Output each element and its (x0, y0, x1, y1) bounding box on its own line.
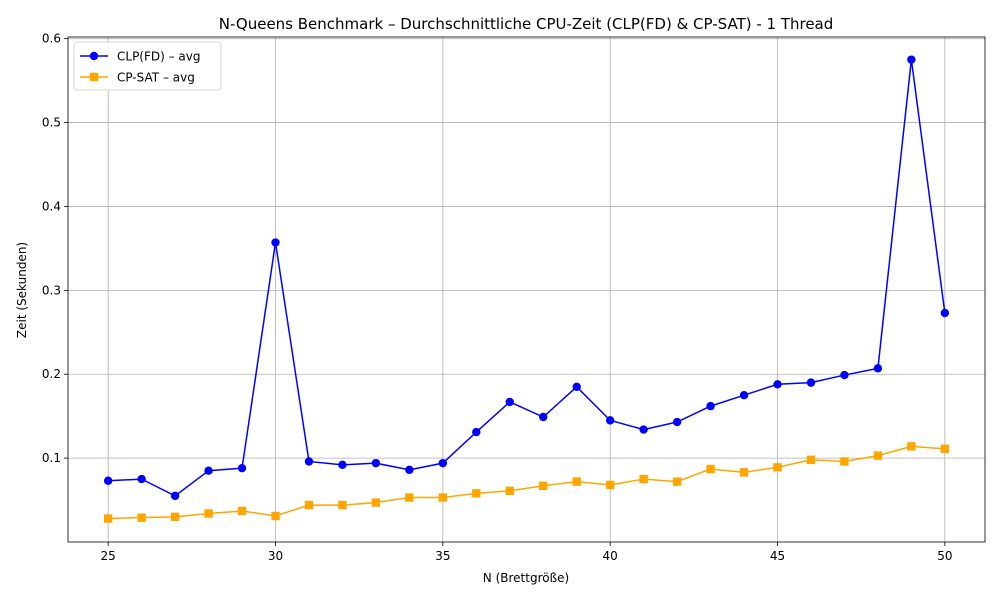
legend-marker-0 (89, 51, 99, 61)
plot-area-frame (67, 36, 986, 543)
data-point-1 (940, 444, 950, 454)
data-point-1 (438, 493, 448, 502)
legend-label-0: CLP(FD) – avg (117, 50, 201, 64)
y-tick-label: 0.3 (42, 283, 61, 297)
data-point-0 (371, 458, 381, 468)
data-point-0 (572, 382, 581, 392)
data-point-1 (773, 463, 782, 472)
data-point-1 (505, 486, 514, 496)
y-tick-label: 0.4 (42, 199, 61, 213)
data-point-1 (304, 500, 314, 510)
data-point-1 (271, 511, 280, 521)
data-point-0 (137, 474, 146, 484)
data-point-0 (706, 401, 715, 411)
data-point-1 (605, 480, 615, 490)
data-point-1 (170, 512, 180, 522)
grid (68, 37, 985, 542)
series (103, 55, 950, 523)
data-point-0 (940, 308, 950, 318)
y-tick-label: 0.2 (42, 367, 61, 381)
x-tick-label: 35 (435, 549, 450, 563)
y-tick-label: 0.1 (42, 451, 61, 465)
data-point-0 (237, 463, 247, 473)
data-point-0 (605, 416, 615, 425)
data-point-0 (271, 238, 280, 247)
data-point-1 (639, 474, 648, 484)
data-point-1 (572, 477, 581, 486)
ticks: 25 30 35 40 45 50 0.1 0.2 0.3 0.4 0.5 0.6 (42, 32, 953, 563)
data-point-1 (539, 481, 548, 490)
data-point-0 (672, 417, 682, 427)
data-point-1 (873, 451, 883, 460)
data-point-1 (137, 513, 146, 522)
data-point-0 (873, 364, 883, 373)
data-point-1 (706, 464, 715, 474)
data-point-1 (103, 514, 113, 523)
legend-label-1: CP-SAT – avg (117, 71, 195, 85)
data-point-0 (739, 390, 749, 400)
data-point-1 (672, 477, 682, 486)
data-point-0 (773, 380, 782, 389)
data-point-1 (907, 442, 916, 451)
data-point-0 (304, 457, 314, 466)
series-line-1 (108, 445, 945, 520)
x-axis-title: N (Brettgröße) (483, 571, 569, 585)
data-point-0 (505, 397, 514, 407)
data-point-1 (204, 509, 213, 518)
legend-marker-1 (89, 72, 99, 82)
data-point-1 (739, 468, 749, 477)
data-point-0 (438, 458, 448, 468)
legend: CLP(FD) – avg CP-SAT – avg (73, 41, 222, 91)
data-point-1 (237, 506, 247, 516)
data-point-0 (103, 476, 113, 485)
legend-box (73, 41, 222, 91)
data-point-1 (371, 498, 381, 507)
data-point-0 (539, 412, 548, 422)
data-point-1 (806, 455, 816, 464)
data-point-1 (472, 489, 481, 498)
data-point-0 (907, 55, 916, 64)
data-point-0 (639, 425, 648, 434)
data-point-0 (840, 370, 849, 380)
y-tick-label: 0.5 (42, 116, 61, 130)
x-tick-label: 45 (770, 549, 785, 563)
x-tick-label: 25 (101, 549, 116, 563)
data-point-1 (338, 500, 347, 510)
y-axis-title: Zeit (Sekunden) (15, 242, 29, 338)
data-point-0 (472, 427, 481, 437)
data-point-0 (338, 460, 347, 470)
data-point-1 (405, 493, 414, 502)
x-tick-label: 40 (603, 549, 618, 563)
x-tick-label: 30 (268, 549, 283, 563)
data-point-1 (840, 457, 849, 466)
chart-title: N-Queens Benchmark – Durchschnittliche C… (219, 15, 834, 33)
series-line-0 (108, 59, 946, 497)
data-point-0 (806, 378, 816, 387)
data-point-0 (204, 466, 213, 475)
x-tick-label: 50 (937, 549, 952, 563)
y-tick-label: 0.6 (42, 32, 61, 46)
data-point-0 (405, 465, 414, 475)
data-point-0 (170, 491, 180, 501)
